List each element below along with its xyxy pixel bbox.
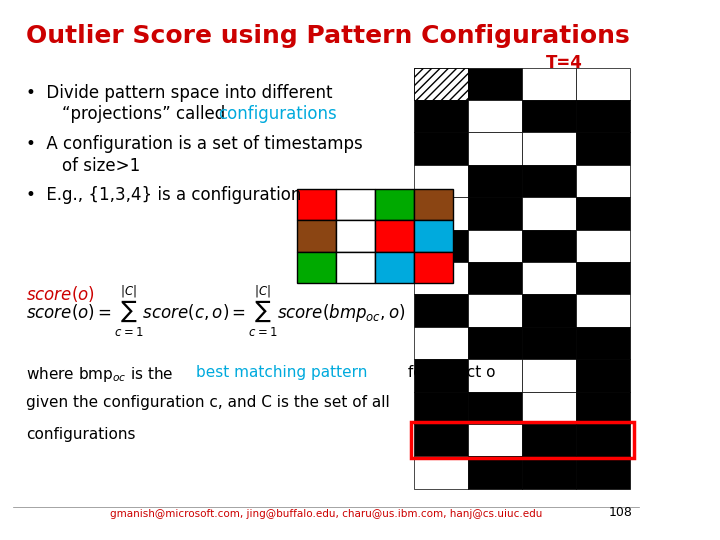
FancyBboxPatch shape <box>576 424 631 456</box>
FancyBboxPatch shape <box>414 456 468 489</box>
FancyBboxPatch shape <box>468 100 522 132</box>
FancyBboxPatch shape <box>468 262 522 294</box>
Text: $\mathit{score(o)} = \sum_{c=1}^{|C|} \mathit{score(c,o)} = \sum_{c=1}^{|C|} \ma: $\mathit{score(o)} = \sum_{c=1}^{|C|} \m… <box>26 284 405 339</box>
FancyBboxPatch shape <box>468 359 522 392</box>
Text: •  E.g., {1,3,4} is a configuration: • E.g., {1,3,4} is a configuration <box>26 186 302 204</box>
FancyBboxPatch shape <box>576 327 631 359</box>
FancyBboxPatch shape <box>468 424 522 456</box>
FancyBboxPatch shape <box>414 165 468 197</box>
FancyBboxPatch shape <box>414 392 468 424</box>
Text: gmanish@microsoft.com, jing@buffalo.edu, charu@us.ibm.com, hanj@cs.uiuc.edu: gmanish@microsoft.com, jing@buffalo.edu,… <box>109 509 542 519</box>
FancyBboxPatch shape <box>336 220 375 252</box>
Text: •  Divide pattern space into different: • Divide pattern space into different <box>26 84 333 102</box>
FancyBboxPatch shape <box>468 230 522 262</box>
Text: •  A configuration is a set of timestamps: • A configuration is a set of timestamps <box>26 135 363 153</box>
FancyBboxPatch shape <box>468 68 522 100</box>
FancyBboxPatch shape <box>576 230 631 262</box>
FancyBboxPatch shape <box>522 456 576 489</box>
FancyBboxPatch shape <box>336 189 375 220</box>
FancyBboxPatch shape <box>522 294 576 327</box>
FancyBboxPatch shape <box>414 132 468 165</box>
FancyBboxPatch shape <box>522 392 576 424</box>
FancyBboxPatch shape <box>468 165 522 197</box>
Text: where bmp$_{oc}$ is the: where bmp$_{oc}$ is the <box>26 364 174 383</box>
Text: configurations: configurations <box>26 427 135 442</box>
FancyBboxPatch shape <box>336 252 375 283</box>
FancyBboxPatch shape <box>414 359 468 392</box>
FancyBboxPatch shape <box>522 165 576 197</box>
FancyBboxPatch shape <box>414 100 468 132</box>
Text: 108: 108 <box>608 507 632 519</box>
FancyBboxPatch shape <box>468 392 522 424</box>
Text: configurations: configurations <box>218 105 337 123</box>
FancyBboxPatch shape <box>414 189 453 220</box>
FancyBboxPatch shape <box>522 424 576 456</box>
FancyBboxPatch shape <box>468 327 522 359</box>
Text: “projections” called: “projections” called <box>62 105 230 123</box>
Text: of size>1: of size>1 <box>62 157 140 174</box>
FancyBboxPatch shape <box>576 359 631 392</box>
FancyBboxPatch shape <box>576 294 631 327</box>
Text: best matching pattern: best matching pattern <box>196 364 367 380</box>
FancyBboxPatch shape <box>414 252 453 283</box>
FancyBboxPatch shape <box>414 68 468 100</box>
FancyBboxPatch shape <box>522 230 576 262</box>
FancyBboxPatch shape <box>522 262 576 294</box>
FancyBboxPatch shape <box>522 100 576 132</box>
FancyBboxPatch shape <box>576 456 631 489</box>
FancyBboxPatch shape <box>414 197 468 230</box>
FancyBboxPatch shape <box>468 294 522 327</box>
FancyBboxPatch shape <box>375 252 414 283</box>
FancyBboxPatch shape <box>414 220 453 252</box>
FancyBboxPatch shape <box>297 220 336 252</box>
FancyBboxPatch shape <box>468 132 522 165</box>
FancyBboxPatch shape <box>576 132 631 165</box>
FancyBboxPatch shape <box>414 262 468 294</box>
FancyBboxPatch shape <box>297 252 336 283</box>
FancyBboxPatch shape <box>576 262 631 294</box>
FancyBboxPatch shape <box>468 456 522 489</box>
FancyBboxPatch shape <box>576 392 631 424</box>
FancyBboxPatch shape <box>297 189 336 220</box>
FancyBboxPatch shape <box>414 230 468 262</box>
FancyBboxPatch shape <box>414 294 468 327</box>
Text: Outlier Score using Pattern Configurations: Outlier Score using Pattern Configuratio… <box>26 24 630 48</box>
FancyBboxPatch shape <box>522 359 576 392</box>
Text: $\mathit{score(o)}$: $\mathit{score(o)}$ <box>26 284 95 303</box>
Text: given the configuration c, and C is the set of all: given the configuration c, and C is the … <box>26 395 390 410</box>
FancyBboxPatch shape <box>522 327 576 359</box>
FancyBboxPatch shape <box>576 68 631 100</box>
FancyBboxPatch shape <box>576 197 631 230</box>
FancyBboxPatch shape <box>576 165 631 197</box>
FancyBboxPatch shape <box>375 189 414 220</box>
FancyBboxPatch shape <box>414 327 468 359</box>
Text: T=4: T=4 <box>546 54 582 72</box>
FancyBboxPatch shape <box>576 100 631 132</box>
FancyBboxPatch shape <box>414 424 468 456</box>
FancyBboxPatch shape <box>468 197 522 230</box>
FancyBboxPatch shape <box>522 197 576 230</box>
Text: for object o: for object o <box>403 364 495 380</box>
FancyBboxPatch shape <box>522 132 576 165</box>
FancyBboxPatch shape <box>522 68 576 100</box>
FancyBboxPatch shape <box>375 220 414 252</box>
